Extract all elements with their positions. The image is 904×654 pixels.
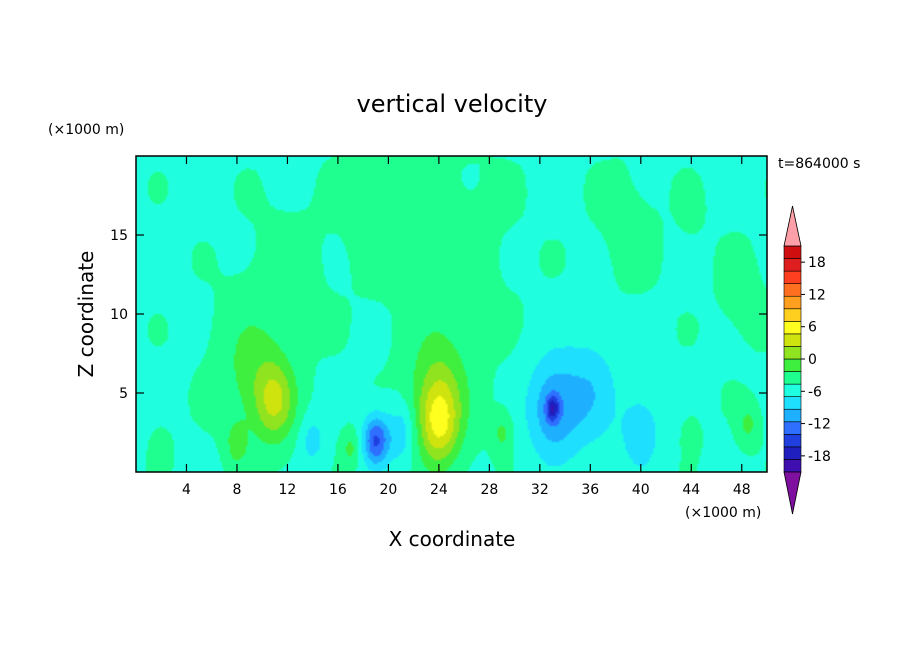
colorbar-bin <box>783 333 802 347</box>
x-tick-label: 24 <box>430 482 448 498</box>
colorbar-tick-label: -18 <box>808 449 831 465</box>
x-tick-label: 16 <box>329 482 347 498</box>
colorbar-bin <box>783 283 802 297</box>
x-axis-ticks: 4 8 12 16 20 24 28 32 36 40 44 48 <box>182 156 751 498</box>
colorbar-bin <box>783 396 802 410</box>
colorbar-tick-label: -6 <box>808 384 822 400</box>
x-axis-label: X coordinate <box>389 527 516 551</box>
x-tick-label: 28 <box>480 482 498 498</box>
colorbar-bin <box>783 408 802 423</box>
colorbar-max-arrow <box>783 205 802 247</box>
colorbar-bin <box>783 295 802 310</box>
chart-title: vertical velocity <box>357 90 548 118</box>
velocity-field <box>136 156 767 472</box>
x-tick-label: 48 <box>733 482 751 498</box>
colorbar-bin <box>783 245 802 259</box>
time-label: t=864000 s <box>778 156 860 172</box>
colorbar-bin <box>783 258 802 272</box>
y-tick-label: 15 <box>110 228 128 244</box>
x-unit-label: (×1000 m) <box>685 505 761 521</box>
colorbar-tick-label: 6 <box>808 320 817 336</box>
y-tick-label: 10 <box>110 307 128 323</box>
y-axis-label: Z coordinate <box>74 251 98 378</box>
colorbar-bin <box>783 459 802 473</box>
colorbar-bin <box>783 308 802 322</box>
colorbar-bin <box>783 371 802 385</box>
colorbar-bin <box>783 446 802 460</box>
colorbar-bin <box>783 434 802 448</box>
colorbar-bin <box>783 358 802 372</box>
x-tick-label: 4 <box>182 482 191 498</box>
colorbar-tick-label: 0 <box>808 352 817 368</box>
colorbar-bin <box>783 270 802 284</box>
x-tick-label: 20 <box>379 482 397 498</box>
y-axis-ticks: 5 10 15 <box>110 228 767 402</box>
colorbar-tick-label: 18 <box>808 255 826 271</box>
x-tick-label: 8 <box>232 482 241 498</box>
colorbar-bin <box>783 421 802 435</box>
colorbar-min-arrow <box>783 471 802 515</box>
x-tick-label: 44 <box>682 482 700 498</box>
y-tick-label: 5 <box>119 386 128 402</box>
colorbar-bin <box>783 383 802 397</box>
x-tick-label: 36 <box>581 482 599 498</box>
x-tick-label: 40 <box>632 482 650 498</box>
colorbar-bin <box>783 321 802 335</box>
colorbar-tick-label: -12 <box>808 417 831 433</box>
colorbar-bin <box>783 346 802 360</box>
x-tick-label: 12 <box>279 482 297 498</box>
colorbar-tick-label: 12 <box>808 287 826 303</box>
y-unit-label: (×1000 m) <box>48 122 124 138</box>
x-tick-label: 32 <box>531 482 549 498</box>
colorbar: 18 12 6 0 -6 -12 -18 <box>783 205 831 515</box>
